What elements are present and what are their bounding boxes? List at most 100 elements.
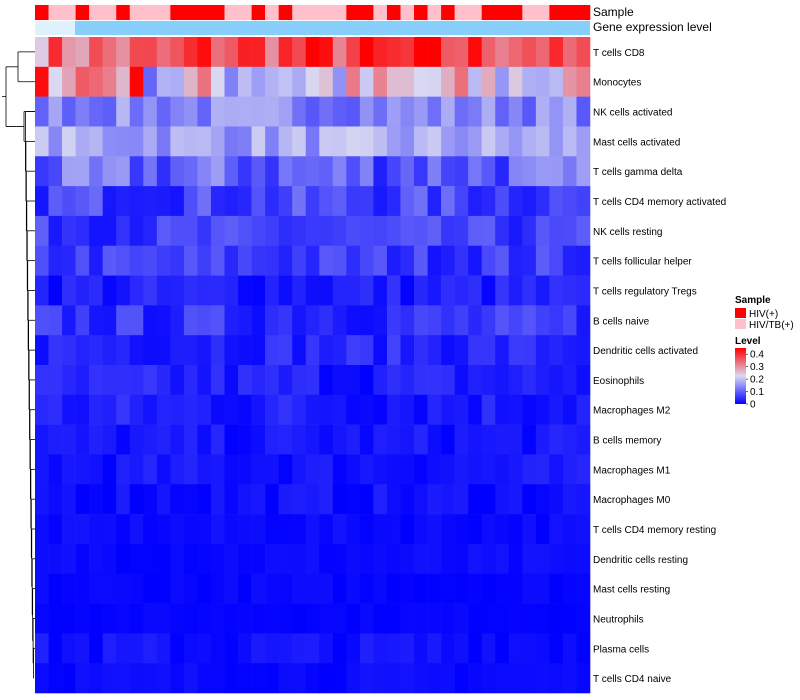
- legend-swatch-hiv: [735, 308, 746, 318]
- heatmap-cell: [75, 394, 90, 425]
- heatmap-cell: [116, 543, 131, 575]
- heatmap-cell: [427, 454, 442, 485]
- heatmap-cell: [143, 96, 158, 127]
- heatmap-cell: [35, 156, 49, 187]
- sample-annotation-cell: [495, 5, 510, 20]
- heatmap-cell: [346, 186, 361, 217]
- heatmap-cell: [414, 663, 428, 694]
- heatmap-cell: [156, 543, 171, 575]
- heatmap-cell: [468, 394, 483, 425]
- heatmap-cell: [400, 275, 415, 306]
- heatmap-cell: [495, 573, 510, 604]
- heatmap-cell: [156, 275, 171, 306]
- heatmap-cell: [210, 126, 225, 157]
- heatmap-cell: [48, 156, 63, 187]
- heatmap-cell: [197, 275, 212, 306]
- heatmap-cell: [535, 126, 550, 157]
- heatmap-cell: [414, 66, 428, 97]
- heatmap-cell: [75, 633, 90, 664]
- heatmap-cell: [251, 66, 266, 97]
- heatmap-cell: [238, 603, 252, 634]
- heatmap-cell: [305, 156, 320, 187]
- heatmap-cell: [102, 663, 117, 694]
- heatmap-cell: [414, 573, 428, 604]
- heatmap-cell: [102, 454, 117, 485]
- heatmap-cell: [210, 96, 225, 127]
- heatmap-cell: [386, 543, 401, 575]
- heatmap-cell: [265, 305, 279, 336]
- heatmap-cell: [156, 424, 171, 455]
- heatmap-cell: [549, 484, 564, 515]
- heatmap-cell: [359, 514, 374, 545]
- heatmap-cell: [210, 454, 225, 485]
- heatmap-cell: [75, 275, 90, 306]
- heatmap-cell: [48, 96, 63, 127]
- heatmap-cell: [170, 96, 185, 127]
- heatmap-cell: [292, 126, 307, 157]
- heatmap-cell: [414, 215, 428, 247]
- sample-annotation-cell: [102, 5, 117, 20]
- heatmap-cell: [427, 335, 442, 366]
- heatmap-cell: [278, 156, 293, 187]
- heatmap-cell: [102, 424, 117, 455]
- heatmap-cell: [346, 424, 361, 455]
- heatmap-cell: [116, 573, 131, 604]
- heatmap-cell: [562, 66, 577, 97]
- heatmap-cell: [238, 215, 252, 247]
- heatmap-cell: [35, 215, 49, 247]
- level-tick-label: 0.4: [750, 350, 764, 361]
- heatmap-cell: [292, 245, 307, 276]
- heatmap-cell: [305, 424, 320, 455]
- sample-annotation-cell: [319, 5, 334, 20]
- heatmap-cell: [251, 96, 266, 127]
- heatmap-cell: [549, 543, 564, 575]
- heatmap-cell: [278, 37, 293, 68]
- heatmap-cell: [549, 156, 564, 187]
- heatmap-cell: [454, 663, 469, 694]
- heatmap-cell: [89, 454, 103, 485]
- heatmap-cell: [332, 37, 347, 68]
- heatmap-cell: [129, 394, 144, 425]
- row-label: T cells follicular helper: [593, 257, 692, 268]
- heatmap-cell: [210, 543, 225, 575]
- heatmap-cell: [224, 186, 239, 217]
- heatmap-cell: [183, 37, 198, 68]
- heatmap-cell: [468, 484, 483, 515]
- heatmap-cell: [238, 96, 252, 127]
- heatmap-cell: [522, 365, 537, 396]
- heatmap-cell: [495, 484, 510, 515]
- heatmap-cell: [116, 514, 131, 545]
- heatmap-cell: [454, 245, 469, 276]
- heatmap-cell: [495, 37, 510, 68]
- heatmap-cell: [48, 215, 63, 247]
- heatmap-cell: [75, 335, 90, 366]
- heatmap-cell: [481, 66, 496, 97]
- heatmap-cell: [562, 484, 577, 515]
- heatmap-cell: [535, 37, 550, 68]
- sample-annotation-cell: [210, 5, 225, 20]
- heatmap-cell: [576, 484, 591, 515]
- heatmap-cell: [238, 186, 252, 217]
- heatmap-cell: [427, 126, 442, 157]
- heatmap-cell: [292, 484, 307, 515]
- heatmap-cell: [522, 126, 537, 157]
- heatmap-cell: [319, 186, 334, 217]
- heatmap-cell: [183, 245, 198, 276]
- heatmap-cell: [414, 335, 428, 366]
- heatmap-cell: [210, 514, 225, 545]
- heatmap-cell: [278, 305, 293, 336]
- heatmap-cell: [319, 275, 334, 306]
- sample-annotation-cell: [359, 5, 374, 20]
- heatmap-cell: [278, 514, 293, 545]
- row-label: T cells CD8: [593, 48, 645, 59]
- heatmap-cell: [116, 126, 131, 157]
- heatmap-cell: [373, 633, 388, 664]
- heatmap-cell: [332, 245, 347, 276]
- level-ticks: 0.40.3 0.20.1 0: [746, 350, 764, 411]
- heatmap-cell: [210, 663, 225, 694]
- row-label: Plasma cells: [593, 644, 649, 655]
- sample-annotation-cell: [116, 5, 131, 20]
- heatmap-cell: [386, 663, 401, 694]
- heatmap-cell: [441, 305, 455, 336]
- heatmap-cell: [102, 156, 117, 187]
